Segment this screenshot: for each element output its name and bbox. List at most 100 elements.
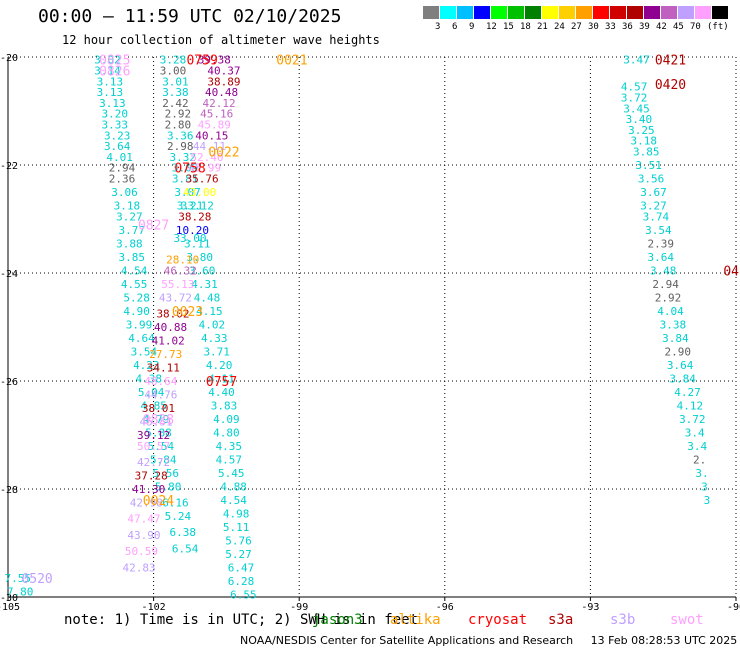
x-tick-label: -99 (290, 602, 308, 613)
wave-height-point: 4.31 (191, 278, 218, 291)
wave-height-point: 38.01 (142, 402, 175, 415)
color-scale-label: 18 (520, 22, 531, 32)
color-scale-label: 36 (622, 22, 633, 32)
wave-height-point: 41.02 (152, 335, 185, 348)
color-scale-label: 45 (673, 22, 684, 32)
wave-height-point: 3.71 (203, 345, 230, 358)
wave-height-point: 4.38 (135, 372, 162, 385)
wave-height-point: 3.77 (119, 224, 146, 237)
wave-height-point: 7.80 (7, 586, 34, 599)
wave-height-point: 5.80 (155, 480, 182, 493)
wave-height-point: 3.00 (160, 65, 187, 78)
wave-height-point: 3.11 (184, 237, 211, 250)
wave-height-point: 3.56 (638, 173, 665, 186)
wave-height-point: 6.55 (230, 588, 257, 601)
wave-height-point: 37.28 (135, 470, 168, 483)
wave-height-point: 3.72 (621, 92, 648, 105)
wave-height-point: 39.12 (137, 429, 170, 442)
pass-time-label: 0759 (186, 54, 217, 69)
wave-height-point: 3.21 (177, 200, 204, 213)
wave-height-point: 3.85 (633, 146, 660, 159)
pass-time-label: 0758 (174, 162, 205, 177)
wave-height-point: 43.00 (183, 186, 216, 199)
wave-height-point: 4.09 (213, 413, 240, 426)
wave-height-point: 5.84 (150, 453, 177, 466)
wave-height-point: 2.80 (165, 119, 192, 132)
wave-height-point: 3 (701, 480, 708, 493)
y-tick-label: -22 (0, 161, 18, 172)
color-swatch (576, 6, 592, 19)
wave-height-point: 3.25 (628, 124, 655, 137)
wave-height-point: 38.28 (178, 210, 211, 223)
wave-height-point: 5.88 (145, 426, 172, 439)
y-tick-label: -30 (0, 593, 18, 604)
wave-height-point: 3.51 (635, 159, 662, 172)
wave-height-point: 3.47 (623, 54, 650, 67)
wave-height-point: 3.83 (211, 399, 238, 412)
wave-height-point: 3.07 (174, 186, 201, 199)
wave-height-point: 3.84 (662, 332, 689, 345)
color-swatch (610, 6, 626, 19)
wave-height-point: 2.42 (162, 97, 189, 110)
color-swatch (508, 6, 524, 19)
wave-height-point: 42.98 (130, 497, 163, 510)
x-tick-label: -96 (436, 602, 454, 613)
y-tick-label: -28 (0, 485, 18, 496)
wave-height-point: 40.15 (195, 129, 228, 142)
color-swatch (661, 6, 677, 19)
wave-height-point: 4.04 (657, 305, 684, 318)
color-swatch (695, 6, 711, 19)
wave-height-point: 43.90 (127, 529, 160, 542)
wave-height-point: 40.37 (207, 65, 240, 78)
wave-height-point: 4.15 (196, 305, 223, 318)
wave-height-point: 5.24 (165, 510, 192, 523)
wave-height-point: 3.72 (679, 413, 706, 426)
wave-height-point: 50.57 (137, 440, 170, 453)
wave-height-point: 3.33 (102, 119, 129, 132)
wave-height-point: 42.12 (203, 97, 236, 110)
pass-time-label: 0421 (655, 54, 686, 69)
wave-height-point: 44.76 (144, 389, 177, 402)
wave-height-point: 6.28 (228, 575, 255, 588)
wave-height-point: 3.64 (104, 140, 131, 153)
pass-time-label: 0021 (276, 54, 307, 69)
color-swatch (559, 6, 575, 19)
wave-height-point: 3.28 (160, 54, 187, 67)
wave-height-point: 6.16 (162, 497, 189, 510)
wave-height-point: 47.47 (127, 513, 160, 526)
wave-height-point: 4.02 (199, 318, 226, 331)
wave-height-point: 45.89 (198, 119, 231, 132)
wave-height-point: 41.30 (132, 483, 165, 496)
wave-height-point: 3.13 (99, 97, 126, 110)
wave-height-point: 3.54 (131, 345, 158, 358)
wave-height-point: 2. (693, 453, 706, 466)
wave-height-point: 3 (704, 494, 711, 507)
legend-item-jason3: jason3 (312, 612, 363, 628)
wave-height-point: 34.11 (147, 362, 180, 375)
wave-height-point: 40.88 (154, 321, 187, 334)
pass-time-label: 0024 (143, 494, 174, 509)
color-swatch (525, 6, 541, 19)
wave-height-point: 3.32 (169, 151, 196, 164)
color-scale-label: 12 (486, 22, 497, 32)
wave-height-point: 3.48 (650, 264, 677, 277)
wave-height-point: 4.88 (220, 480, 247, 493)
wave-height-point: 3.45 (623, 102, 650, 115)
wave-height-point: 4.57 (621, 81, 648, 94)
wave-height-point: 52.40 (190, 151, 223, 164)
wave-height-point: 3.36 (167, 129, 194, 142)
wave-height-point: 39.38 (198, 54, 231, 67)
wave-height-point: 27.73 (149, 348, 182, 361)
wave-height-point: 3.4 (685, 426, 705, 439)
chart-subtitle: 12 hour collection of altimeter wave hei… (62, 33, 380, 47)
wave-height-point: 3.09 (172, 162, 199, 175)
wave-height-point: 3.84 (669, 372, 696, 385)
color-scale-label: 30 (588, 22, 599, 32)
wave-height-point: 48.64 (144, 375, 177, 388)
wave-height-point: 4.40 (208, 386, 235, 399)
wave-height-point: 4.33 (201, 332, 228, 345)
wave-height-point: 3.64 (667, 359, 694, 372)
color-swatch (542, 6, 558, 19)
wave-height-point: 6.47 (228, 561, 255, 574)
